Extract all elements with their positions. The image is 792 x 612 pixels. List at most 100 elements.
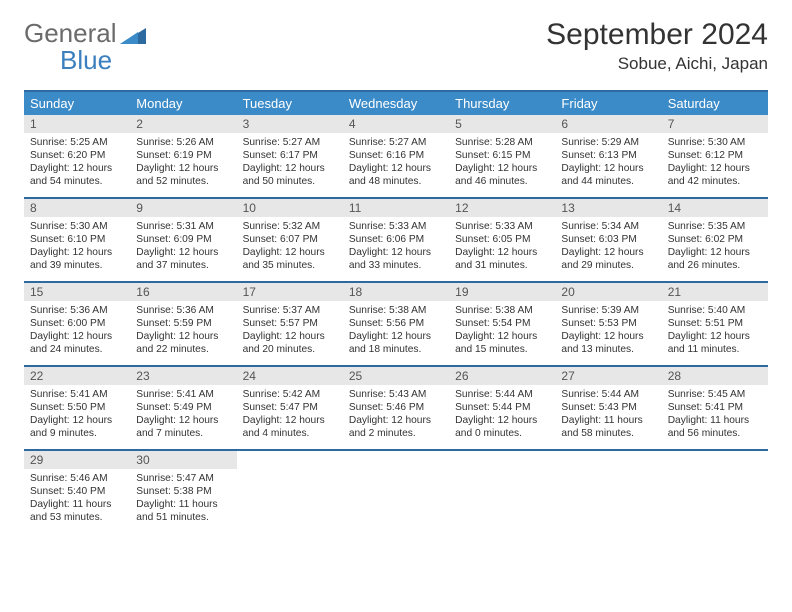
calendar-body: 1Sunrise: 5:25 AMSunset: 6:20 PMDaylight… bbox=[24, 115, 768, 533]
sunset-line: Sunset: 6:07 PM bbox=[243, 233, 337, 246]
day-number: 9 bbox=[130, 199, 236, 217]
sunset-line: Sunset: 6:19 PM bbox=[136, 149, 230, 162]
day-header-thursday: Thursday bbox=[449, 92, 555, 115]
calendar-week: 29Sunrise: 5:46 AMSunset: 5:40 PMDayligh… bbox=[24, 451, 768, 533]
calendar-cell: 12Sunrise: 5:33 AMSunset: 6:05 PMDayligh… bbox=[449, 199, 555, 281]
daylight-line: and 58 minutes. bbox=[561, 427, 655, 440]
daylight-line: Daylight: 12 hours bbox=[349, 246, 443, 259]
daylight-line: Daylight: 12 hours bbox=[561, 246, 655, 259]
calendar-cell: 13Sunrise: 5:34 AMSunset: 6:03 PMDayligh… bbox=[555, 199, 661, 281]
calendar-cell: 18Sunrise: 5:38 AMSunset: 5:56 PMDayligh… bbox=[343, 283, 449, 365]
sunset-line: Sunset: 5:46 PM bbox=[349, 401, 443, 414]
day-number: 21 bbox=[662, 283, 768, 301]
day-number: 23 bbox=[130, 367, 236, 385]
title-block: September 2024 Sobue, Aichi, Japan bbox=[546, 18, 768, 74]
day-number: 28 bbox=[662, 367, 768, 385]
daylight-line: Daylight: 12 hours bbox=[136, 246, 230, 259]
daylight-line: and 37 minutes. bbox=[136, 259, 230, 272]
daylight-line: and 24 minutes. bbox=[30, 343, 124, 356]
daylight-line: and 22 minutes. bbox=[136, 343, 230, 356]
sunrise-line: Sunrise: 5:26 AM bbox=[136, 136, 230, 149]
daylight-line: Daylight: 12 hours bbox=[455, 246, 549, 259]
daylight-line: and 33 minutes. bbox=[349, 259, 443, 272]
sunrise-line: Sunrise: 5:36 AM bbox=[30, 304, 124, 317]
daylight-line: Daylight: 12 hours bbox=[455, 162, 549, 175]
sunrise-line: Sunrise: 5:40 AM bbox=[668, 304, 762, 317]
calendar-cell bbox=[237, 451, 343, 533]
daylight-line: and 18 minutes. bbox=[349, 343, 443, 356]
daylight-line: Daylight: 12 hours bbox=[30, 330, 124, 343]
calendar-cell: 16Sunrise: 5:36 AMSunset: 5:59 PMDayligh… bbox=[130, 283, 236, 365]
sunrise-line: Sunrise: 5:41 AM bbox=[136, 388, 230, 401]
sunrise-line: Sunrise: 5:27 AM bbox=[349, 136, 443, 149]
daylight-line: Daylight: 12 hours bbox=[243, 162, 337, 175]
calendar: Sunday Monday Tuesday Wednesday Thursday… bbox=[24, 90, 768, 533]
calendar-cell: 21Sunrise: 5:40 AMSunset: 5:51 PMDayligh… bbox=[662, 283, 768, 365]
day-number: 27 bbox=[555, 367, 661, 385]
calendar-cell: 25Sunrise: 5:43 AMSunset: 5:46 PMDayligh… bbox=[343, 367, 449, 449]
location: Sobue, Aichi, Japan bbox=[546, 54, 768, 74]
daylight-line: Daylight: 11 hours bbox=[668, 414, 762, 427]
sunset-line: Sunset: 5:57 PM bbox=[243, 317, 337, 330]
sunset-line: Sunset: 6:13 PM bbox=[561, 149, 655, 162]
sunrise-line: Sunrise: 5:38 AM bbox=[349, 304, 443, 317]
daylight-line: Daylight: 12 hours bbox=[561, 162, 655, 175]
calendar-cell: 8Sunrise: 5:30 AMSunset: 6:10 PMDaylight… bbox=[24, 199, 130, 281]
day-number: 30 bbox=[130, 451, 236, 469]
daylight-line: Daylight: 12 hours bbox=[668, 162, 762, 175]
calendar-day-header: Sunday Monday Tuesday Wednesday Thursday… bbox=[24, 92, 768, 115]
sunrise-line: Sunrise: 5:45 AM bbox=[668, 388, 762, 401]
logo: General Blue bbox=[24, 18, 149, 76]
daylight-line: Daylight: 11 hours bbox=[30, 498, 124, 511]
calendar-cell: 6Sunrise: 5:29 AMSunset: 6:13 PMDaylight… bbox=[555, 115, 661, 197]
calendar-cell: 1Sunrise: 5:25 AMSunset: 6:20 PMDaylight… bbox=[24, 115, 130, 197]
calendar-cell: 28 Sunrise: 5:45 AMSunset: 5:41 PMDayligh… bbox=[662, 367, 768, 449]
day-number: 3 bbox=[237, 115, 343, 133]
day-number: 12 bbox=[449, 199, 555, 217]
daylight-line: Daylight: 12 hours bbox=[668, 330, 762, 343]
daylight-line: and 13 minutes. bbox=[561, 343, 655, 356]
header: General Blue September 2024 Sobue, Aichi… bbox=[24, 18, 768, 76]
daylight-line: Daylight: 11 hours bbox=[136, 498, 230, 511]
calendar-cell: 14Sunrise: 5:35 AMSunset: 6:02 PMDayligh… bbox=[662, 199, 768, 281]
calendar-cell: 2Sunrise: 5:26 AMSunset: 6:19 PMDaylight… bbox=[130, 115, 236, 197]
daylight-line: and 48 minutes. bbox=[349, 175, 443, 188]
daylight-line: Daylight: 12 hours bbox=[455, 330, 549, 343]
sunset-line: Sunset: 6:10 PM bbox=[30, 233, 124, 246]
sunrise-line: Sunrise: 5:25 AM bbox=[30, 136, 124, 149]
sunrise-line: Sunrise: 5:41 AM bbox=[30, 388, 124, 401]
daylight-line: and 54 minutes. bbox=[30, 175, 124, 188]
sunset-line: Sunset: 6:16 PM bbox=[349, 149, 443, 162]
daylight-line: Daylight: 12 hours bbox=[349, 162, 443, 175]
sunset-line: Sunset: 5:41 PM bbox=[668, 401, 762, 414]
calendar-cell: 26Sunrise: 5:44 AMSunset: 5:44 PMDayligh… bbox=[449, 367, 555, 449]
day-number: 15 bbox=[24, 283, 130, 301]
daylight-line: Daylight: 12 hours bbox=[243, 246, 337, 259]
sunset-line: Sunset: 5:38 PM bbox=[136, 485, 230, 498]
daylight-line: Daylight: 12 hours bbox=[349, 330, 443, 343]
day-header-monday: Monday bbox=[130, 92, 236, 115]
sunrise-line: Sunrise: 5:33 AM bbox=[349, 220, 443, 233]
daylight-line: and 46 minutes. bbox=[455, 175, 549, 188]
day-number: 16 bbox=[130, 283, 236, 301]
sunset-line: Sunset: 5:50 PM bbox=[30, 401, 124, 414]
sunset-line: Sunset: 5:47 PM bbox=[243, 401, 337, 414]
daylight-line: Daylight: 12 hours bbox=[136, 330, 230, 343]
day-header-wednesday: Wednesday bbox=[343, 92, 449, 115]
daylight-line: and 26 minutes. bbox=[668, 259, 762, 272]
calendar-week: 15Sunrise: 5:36 AMSunset: 6:00 PMDayligh… bbox=[24, 283, 768, 367]
sunset-line: Sunset: 5:43 PM bbox=[561, 401, 655, 414]
daylight-line: Daylight: 12 hours bbox=[668, 246, 762, 259]
daylight-line: and 56 minutes. bbox=[668, 427, 762, 440]
daylight-line: Daylight: 12 hours bbox=[243, 414, 337, 427]
daylight-line: and 50 minutes. bbox=[243, 175, 337, 188]
day-number: 11 bbox=[343, 199, 449, 217]
calendar-cell: 9Sunrise: 5:31 AMSunset: 6:09 PMDaylight… bbox=[130, 199, 236, 281]
sunset-line: Sunset: 6:00 PM bbox=[30, 317, 124, 330]
calendar-cell: 4Sunrise: 5:27 AMSunset: 6:16 PMDaylight… bbox=[343, 115, 449, 197]
sunrise-line: Sunrise: 5:42 AM bbox=[243, 388, 337, 401]
day-number: 1 bbox=[24, 115, 130, 133]
day-number: 6 bbox=[555, 115, 661, 133]
sunset-line: Sunset: 5:44 PM bbox=[455, 401, 549, 414]
day-number: 7 bbox=[662, 115, 768, 133]
